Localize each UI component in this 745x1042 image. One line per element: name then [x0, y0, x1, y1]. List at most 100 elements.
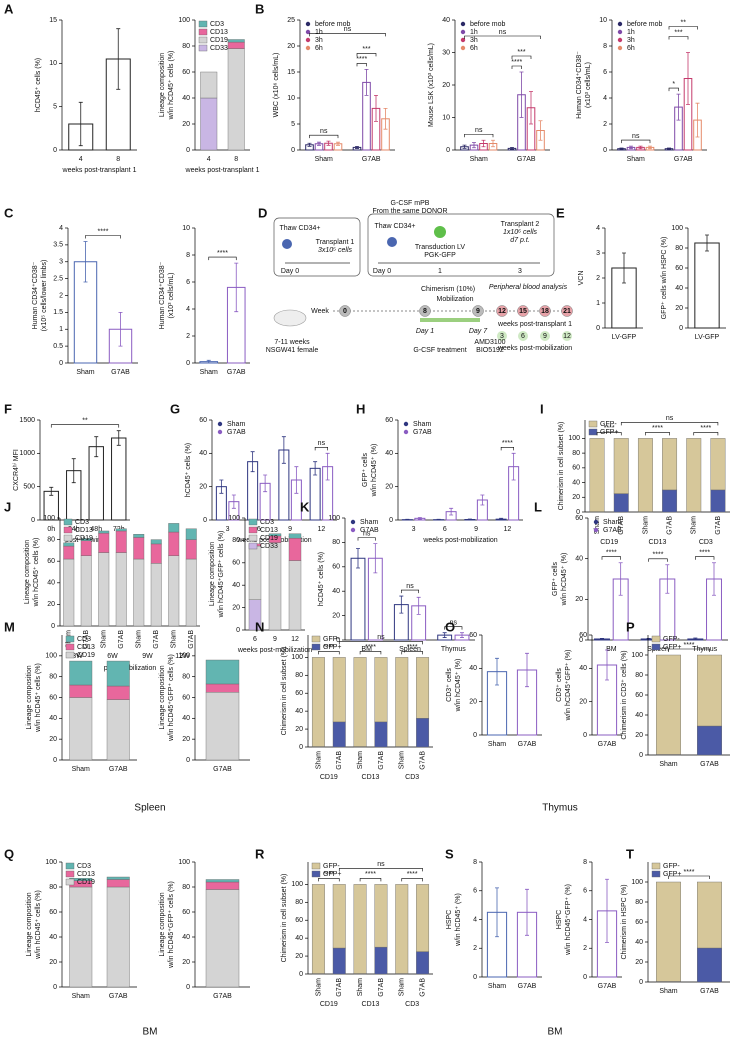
y-tick-label: 15	[287, 69, 295, 76]
legend-label: 3h	[627, 37, 635, 44]
y-tick-label: 8	[473, 859, 477, 866]
significance-label: ****	[365, 644, 376, 651]
y-tick-label: 0	[186, 757, 190, 764]
x-tick-label: G7AB	[378, 751, 385, 770]
y-tick-label: 40	[182, 95, 190, 102]
y-tick-label: 80	[332, 539, 340, 546]
y-axis-label: Chimerism in cell subset (%)	[558, 422, 565, 511]
diagram-text: Mobilization	[437, 296, 474, 303]
diagram-text: Week	[311, 308, 329, 315]
legend-label: 6h	[470, 45, 478, 52]
significance-bracket	[338, 868, 423, 872]
significance-bracket	[668, 87, 679, 92]
error-bar	[83, 241, 88, 283]
y-axis-label: Lineage composition	[159, 53, 166, 117]
mouse-icon	[273, 309, 307, 327]
x-axis-label: weeks post-transplant 1	[62, 167, 137, 174]
x-tick-label: G7AB	[109, 993, 128, 1000]
bar-segment	[374, 946, 388, 975]
x-tick-label: Sham	[315, 978, 322, 996]
legend-marker	[305, 37, 311, 43]
y-tick-label: 40	[469, 665, 477, 672]
y-tick-label: 0	[583, 974, 587, 981]
legend-label: 1h	[627, 29, 635, 36]
error-bar	[467, 518, 472, 521]
significance-bracket	[620, 422, 719, 426]
y-tick-label: 20	[47, 601, 55, 608]
y-tick-label: 40	[675, 285, 683, 292]
legend-label: GFP+	[323, 644, 341, 651]
bar-segment	[106, 685, 130, 700]
legend-marker	[350, 519, 356, 525]
y-tick-label: 8	[583, 859, 587, 866]
y-tick-label: 100	[178, 17, 190, 24]
x-tick-label: G7AB	[700, 761, 719, 768]
y-axis-label: Lineage composition	[209, 542, 216, 606]
group-label: CD13	[649, 539, 667, 546]
error-bar	[638, 145, 643, 150]
legend-swatch	[198, 28, 208, 36]
legend-swatch	[588, 428, 598, 436]
y-tick-label: 25	[287, 17, 295, 24]
y-tick-label: 3.5	[53, 242, 63, 249]
significance-bracket	[85, 235, 121, 239]
x-tick-label: G7AB	[674, 156, 693, 163]
y-tick-label: 0	[473, 732, 477, 739]
legend-label: CD3	[260, 519, 274, 526]
error-bar	[665, 564, 670, 594]
significance-bracket	[695, 556, 715, 560]
bar-segment	[205, 683, 240, 693]
error-bar	[472, 142, 476, 149]
bar-segment	[697, 947, 723, 983]
y-tick-label: 40	[442, 17, 450, 24]
y-tick-label: 80	[295, 672, 303, 679]
diagram-text: PGK-GFP	[424, 252, 456, 259]
panel-label: L	[534, 499, 542, 514]
y-axis-label: GFP⁺ cells	[362, 452, 369, 487]
y-tick-label: 500	[23, 484, 35, 491]
diagram-text: Peripheral blood analysis	[489, 284, 568, 291]
y-tick-label: 0	[579, 637, 583, 644]
y-axis-label: w/in hCD45⁺ cells (%)	[168, 51, 175, 121]
x-tick-label: Sham	[72, 993, 90, 1000]
y-tick-label: 60	[295, 917, 303, 924]
legend-swatch	[248, 518, 258, 526]
y-tick-label: 80	[295, 899, 303, 906]
error-bar	[116, 430, 121, 446]
bar-segment	[332, 947, 346, 975]
bar-segment	[710, 438, 726, 491]
x-tick-label: 3	[412, 526, 416, 533]
cells-icon	[387, 237, 397, 247]
diagram-text: Day 1	[416, 328, 434, 335]
y-tick-label: 20	[232, 604, 240, 611]
legend-label: CD3	[77, 636, 91, 643]
error-bar	[416, 596, 421, 615]
x-tick-label: 4	[207, 156, 211, 163]
bar	[88, 446, 104, 521]
y-axis-label: Human CD34⁺CD38⁻	[32, 261, 39, 329]
legend-marker	[350, 527, 356, 533]
y-tick-label: 60	[295, 690, 303, 697]
legend-swatch	[651, 643, 661, 651]
error-bar	[263, 474, 268, 493]
legend-label: GFP-	[323, 863, 340, 870]
panel-label: R	[255, 846, 265, 861]
week-marker	[517, 305, 529, 317]
y-tick-label: 20	[635, 732, 643, 739]
y-tick-label: 1	[596, 300, 600, 307]
panel-label: P	[626, 619, 635, 634]
x-tick-label: Sham	[357, 978, 364, 996]
legend-swatch	[63, 526, 73, 534]
legend-marker	[305, 21, 311, 27]
legend-marker	[217, 429, 223, 435]
y-axis-label: w/in hCD45⁺GFP⁺ cells (%)	[168, 654, 175, 742]
y-tick-label: 60	[635, 692, 643, 699]
bar-segment	[63, 545, 75, 560]
error-bar	[417, 517, 422, 520]
group-label: CD3	[699, 539, 713, 546]
group-label: 9W	[142, 653, 153, 660]
significance-bracket	[596, 432, 622, 436]
error-bar	[116, 28, 121, 90]
y-axis-label: w/in hCD45⁺ (%)	[455, 659, 462, 713]
y-axis-label: Lineage composition	[26, 892, 33, 956]
